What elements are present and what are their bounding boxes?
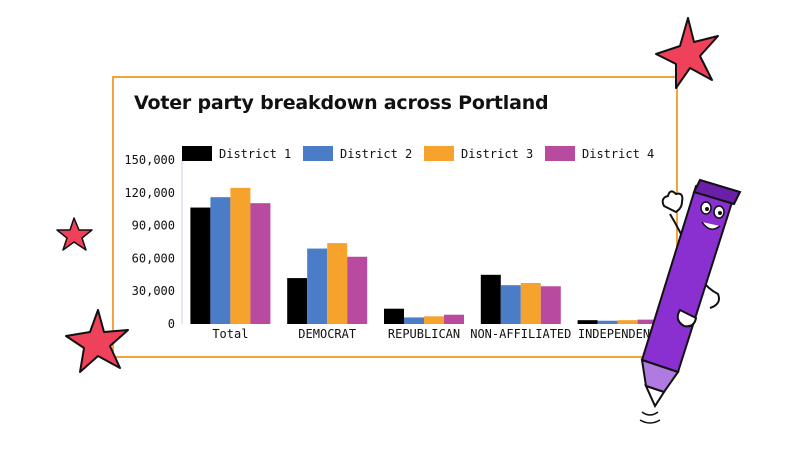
bar xyxy=(597,320,618,324)
star-icon xyxy=(56,217,93,251)
bars-group xyxy=(190,187,658,324)
bar xyxy=(384,308,404,324)
x-tick-label: NON-AFFILIATED xyxy=(470,327,571,341)
bar xyxy=(404,317,424,324)
bar xyxy=(637,319,658,324)
bar xyxy=(424,316,444,324)
star-icon xyxy=(65,309,129,373)
y-tick-label: 30,000 xyxy=(132,284,175,298)
y-ticks-group: 0 30,000 60,000 90,000 120,000 150,000 xyxy=(124,153,175,331)
legend-swatch xyxy=(182,146,212,161)
bar xyxy=(617,320,638,324)
bar xyxy=(190,207,211,324)
bar xyxy=(500,285,521,324)
legend-label: District 4 xyxy=(582,147,654,161)
legend-swatch xyxy=(545,146,575,161)
bar xyxy=(480,274,501,324)
pen-mascot-icon xyxy=(639,178,742,424)
x-ticks-group: Total DEMOCRAT REPUBLICAN NON-AFFILIATED IND… xyxy=(212,327,657,341)
bar xyxy=(250,203,271,324)
bar xyxy=(210,197,231,324)
bar xyxy=(347,256,368,324)
bar xyxy=(520,283,541,324)
bar xyxy=(287,278,308,324)
y-tick-label: 120,000 xyxy=(124,186,175,200)
bar xyxy=(540,286,561,324)
bar xyxy=(577,320,598,324)
bar xyxy=(307,248,328,324)
legend-swatch xyxy=(303,146,333,161)
bar xyxy=(230,187,251,324)
x-tick-label: REPUBLICAN xyxy=(388,327,460,341)
y-tick-label: 150,000 xyxy=(124,153,175,167)
legend-swatch xyxy=(424,146,454,161)
x-tick-label: INDEPENDENT xyxy=(578,327,657,341)
legend: District 1 District 2 District 3 District 4 xyxy=(182,146,654,161)
legend-label: District 2 xyxy=(340,147,412,161)
star-icon xyxy=(655,17,719,89)
legend-label: District 1 xyxy=(219,147,291,161)
bar xyxy=(327,243,348,324)
y-tick-label: 0 xyxy=(168,317,175,331)
x-tick-label: Total xyxy=(212,327,248,341)
chart-title: Voter party breakdown across Portland xyxy=(134,92,549,114)
bar xyxy=(444,314,464,324)
x-tick-label: DEMOCRAT xyxy=(298,327,356,341)
y-tick-label: 60,000 xyxy=(132,251,175,265)
y-tick-label: 90,000 xyxy=(132,219,175,233)
legend-label: District 3 xyxy=(461,147,533,161)
